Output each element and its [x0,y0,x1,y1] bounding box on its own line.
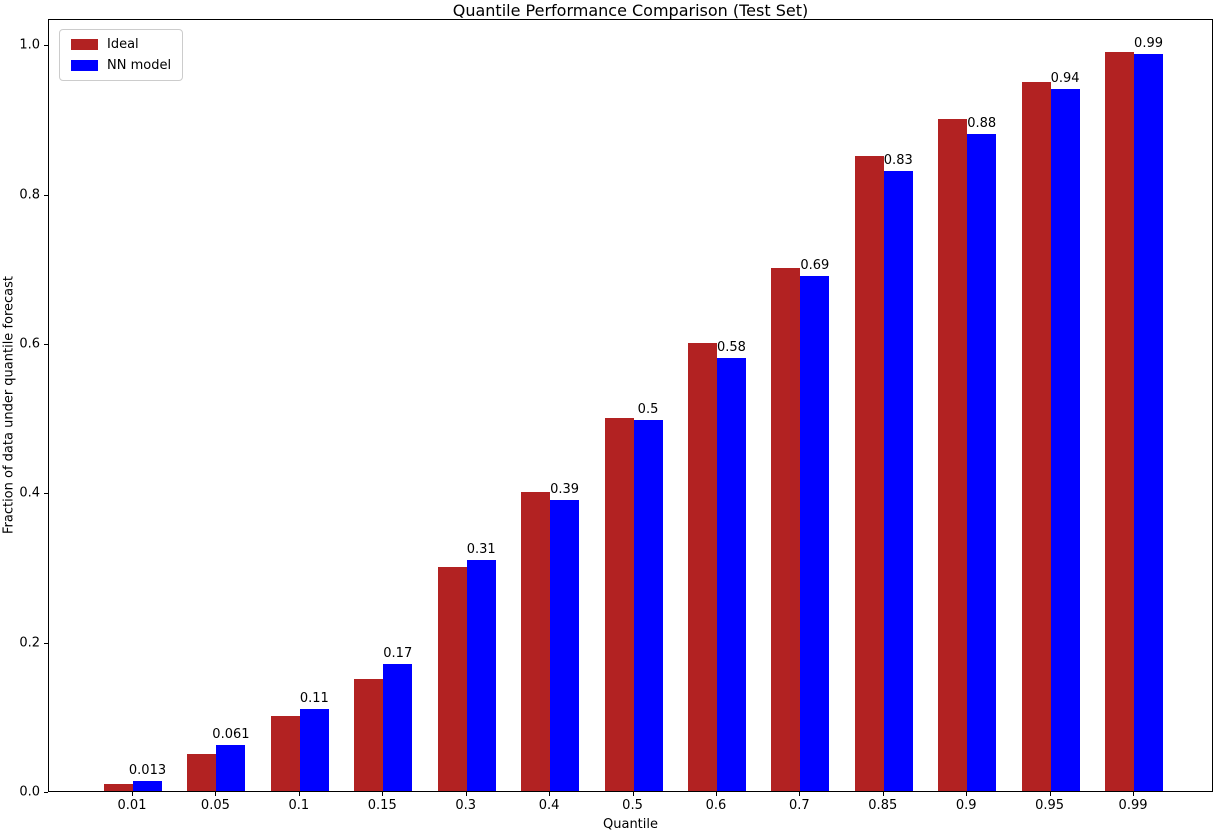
bar-ideal-0.05 [187,753,217,791]
x-tick-label: 0.6 [705,798,727,813]
bar-nn-model-0.01 [133,781,162,791]
bar-value-label: 0.17 [383,646,413,661]
bar-nn-model-0.7 [800,275,830,791]
y-tick-label: 0.6 [19,336,40,352]
bar-value-label: 0.99 [1134,35,1164,51]
bar-ideal-0.7 [771,268,801,791]
x-tick [132,792,133,796]
x-tick [1049,792,1051,796]
x-tick-label: 0.99 [1118,798,1148,813]
bar-nn-model-0.9 [967,133,997,791]
x-tick-label: 0.95 [1035,798,1065,813]
bar-ideal-0.3 [437,566,467,791]
plot-area: Ideal NN model 0.013 0.061 0.11 0.17 0.31 0.3… [48,19,1213,792]
bar-value-label: 0.013 [128,763,167,779]
y-tick [44,194,48,196]
bar-ideal-0.99 [1105,51,1135,791]
bar-value-label: 0.58 [716,339,746,355]
x-tick [215,792,217,796]
bar-value-label: 0.11 [299,690,329,706]
bar-nn-model-0.15 [383,664,413,791]
x-tick-label: 0.05 [200,798,230,813]
bar-ideal-0.01 [104,783,133,791]
bar-nn-model-0.05 [216,745,246,791]
x-tick-label: 0.85 [868,798,898,813]
x-tick [799,792,801,796]
y-tick [44,792,48,793]
legend-swatch-ideal [71,39,98,50]
x-tick [382,792,384,796]
x-tick-label: 0.7 [789,798,810,813]
y-tick [44,493,48,495]
bar-nn-model-0.85 [883,171,913,791]
bar-ideal-0.6 [687,342,717,791]
bar-value-label: 0.061 [212,727,250,743]
x-tick [465,792,467,796]
bar-ideal-0.15 [354,679,384,791]
y-tick [44,642,48,644]
x-tick [549,792,551,796]
bar-nn-model-0.6 [716,357,746,791]
legend-label-ideal: Ideal [107,37,139,52]
x-tick [298,792,300,796]
x-tick-label: 0.5 [622,798,643,813]
x-tick-label: 0.4 [538,798,560,813]
bar-nn-model-0.99 [1134,53,1164,791]
x-tick [715,792,717,796]
bar-value-label: 0.94 [1050,71,1080,86]
x-tick [632,792,634,796]
legend-swatch-nn-model [71,60,98,71]
bar-nn-model-0.4 [550,499,580,791]
chart-title: Quantile Performance Comparison (Test Se… [452,1,809,20]
bar-ideal-0.85 [854,156,884,791]
x-tick-label: 0.01 [117,798,147,813]
legend-item-nn-model: NN model [71,58,171,73]
x-tick [882,792,884,796]
y-tick-label: 0.2 [19,635,40,651]
x-axis-label: Quantile [603,817,658,832]
y-tick-label: 0.0 [19,784,40,800]
bar-nn-model-0.3 [466,559,496,791]
bar-ideal-0.1 [270,716,300,791]
bar-value-label: 0.88 [967,115,997,131]
bar-value-label: 0.69 [800,257,830,273]
y-tick-label: 1.0 [19,37,40,53]
legend-item-ideal: Ideal [71,37,171,52]
bar-ideal-0.95 [1021,81,1051,791]
bar-ideal-0.4 [521,492,551,791]
y-tick-label: 0.4 [19,485,40,501]
bar-nn-model-0.95 [1050,89,1080,791]
bar-nn-model-0.1 [299,708,329,791]
bar-ideal-0.5 [604,417,634,791]
y-tick [44,343,48,345]
bar-ideal-0.9 [938,118,968,791]
x-tick-label: 0.3 [455,798,477,813]
x-tick-label: 0.15 [367,798,397,813]
bar-value-label: 0.5 [637,401,659,417]
x-tick-label: 0.9 [955,798,977,813]
bar-value-label: 0.83 [883,153,913,169]
x-tick [1133,792,1135,796]
bar-value-label: 0.39 [550,481,580,497]
bar-value-label: 0.31 [466,541,496,557]
legend: Ideal NN model [59,29,184,81]
x-tick-label: 0.1 [288,798,310,813]
legend-label-nn-model: NN model [107,58,172,73]
x-tick [966,792,968,796]
y-tick-label: 0.8 [19,187,40,202]
y-tick [44,45,48,47]
bar-nn-model-0.5 [633,419,663,791]
